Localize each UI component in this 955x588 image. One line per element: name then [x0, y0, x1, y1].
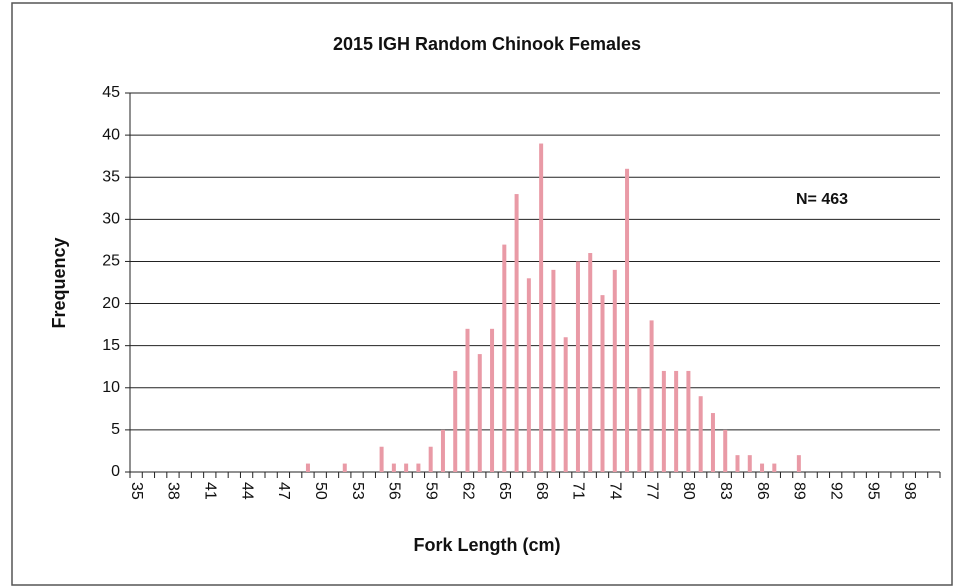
y-tick-label: 15	[102, 337, 120, 354]
x-tick-label: 35	[128, 482, 145, 500]
x-tick-label: 47	[275, 482, 292, 500]
bar	[649, 320, 654, 472]
x-tick-label: 89	[791, 482, 808, 500]
bar	[674, 370, 679, 472]
bar	[723, 429, 728, 472]
bar	[539, 143, 544, 473]
x-tick-label: 74	[607, 482, 624, 500]
x-tick-label: 77	[643, 482, 660, 500]
x-tick-label: 71	[570, 482, 587, 500]
bar	[416, 463, 421, 472]
x-tick-label: 98	[901, 482, 918, 500]
bar	[404, 463, 409, 472]
y-tick-label: 45	[102, 84, 120, 101]
y-tick-label: 25	[102, 253, 120, 270]
x-tick-label: 56	[386, 482, 403, 500]
y-tick-label: 20	[102, 295, 120, 312]
x-tick-label: 38	[165, 482, 182, 500]
x-tick-label: 83	[717, 482, 734, 500]
y-tick-label: 0	[111, 463, 120, 480]
y-axis-label: Frequency	[49, 237, 69, 328]
bar	[625, 168, 630, 473]
annotation: N= 463	[796, 191, 848, 208]
bar	[612, 269, 617, 472]
x-tick-label: 65	[496, 482, 513, 500]
x-tick-label: 68	[533, 482, 550, 500]
x-tick-label: 44	[238, 482, 255, 500]
bar	[428, 446, 433, 472]
chart-frame	[11, 2, 953, 586]
bar	[440, 429, 445, 472]
bar	[551, 269, 556, 472]
x-tick-label: 95	[864, 482, 881, 500]
y-tick-label: 30	[102, 211, 120, 228]
x-tick-label: 92	[827, 482, 844, 500]
bar	[772, 463, 777, 472]
x-tick-label: 50	[312, 482, 329, 500]
y-tick-label: 40	[102, 126, 120, 143]
bar	[465, 328, 470, 472]
bar	[305, 463, 310, 472]
bar	[600, 295, 605, 472]
y-tick-label: 5	[111, 421, 120, 438]
x-tick-label: 62	[459, 482, 476, 500]
bar	[588, 253, 593, 472]
bar	[637, 387, 642, 472]
x-tick-label: 80	[680, 482, 697, 500]
bar	[747, 455, 752, 472]
bar	[379, 446, 384, 472]
x-axis-label: Fork Length (cm)	[414, 535, 561, 555]
bar	[514, 194, 519, 473]
bar	[391, 463, 396, 472]
bar	[661, 370, 666, 472]
x-tick-label: 59	[422, 482, 439, 500]
bar	[490, 328, 495, 472]
x-tick-label: 41	[202, 482, 219, 500]
bar	[453, 370, 458, 472]
y-tick-label: 10	[102, 379, 120, 396]
bar	[796, 455, 801, 472]
bar	[698, 396, 703, 472]
bar	[735, 455, 740, 472]
bar	[760, 463, 765, 472]
bar	[710, 413, 715, 472]
chart-title: 2015 IGH Random Chinook Females	[333, 34, 641, 54]
x-tick-label: 86	[754, 482, 771, 500]
bar	[477, 354, 482, 472]
x-tick-label: 53	[349, 482, 366, 500]
bar	[563, 337, 568, 472]
bar	[342, 463, 347, 472]
bar	[502, 244, 507, 472]
y-tick-label: 35	[102, 168, 120, 185]
bar	[575, 261, 580, 472]
bar	[686, 370, 691, 472]
bar	[526, 278, 531, 472]
